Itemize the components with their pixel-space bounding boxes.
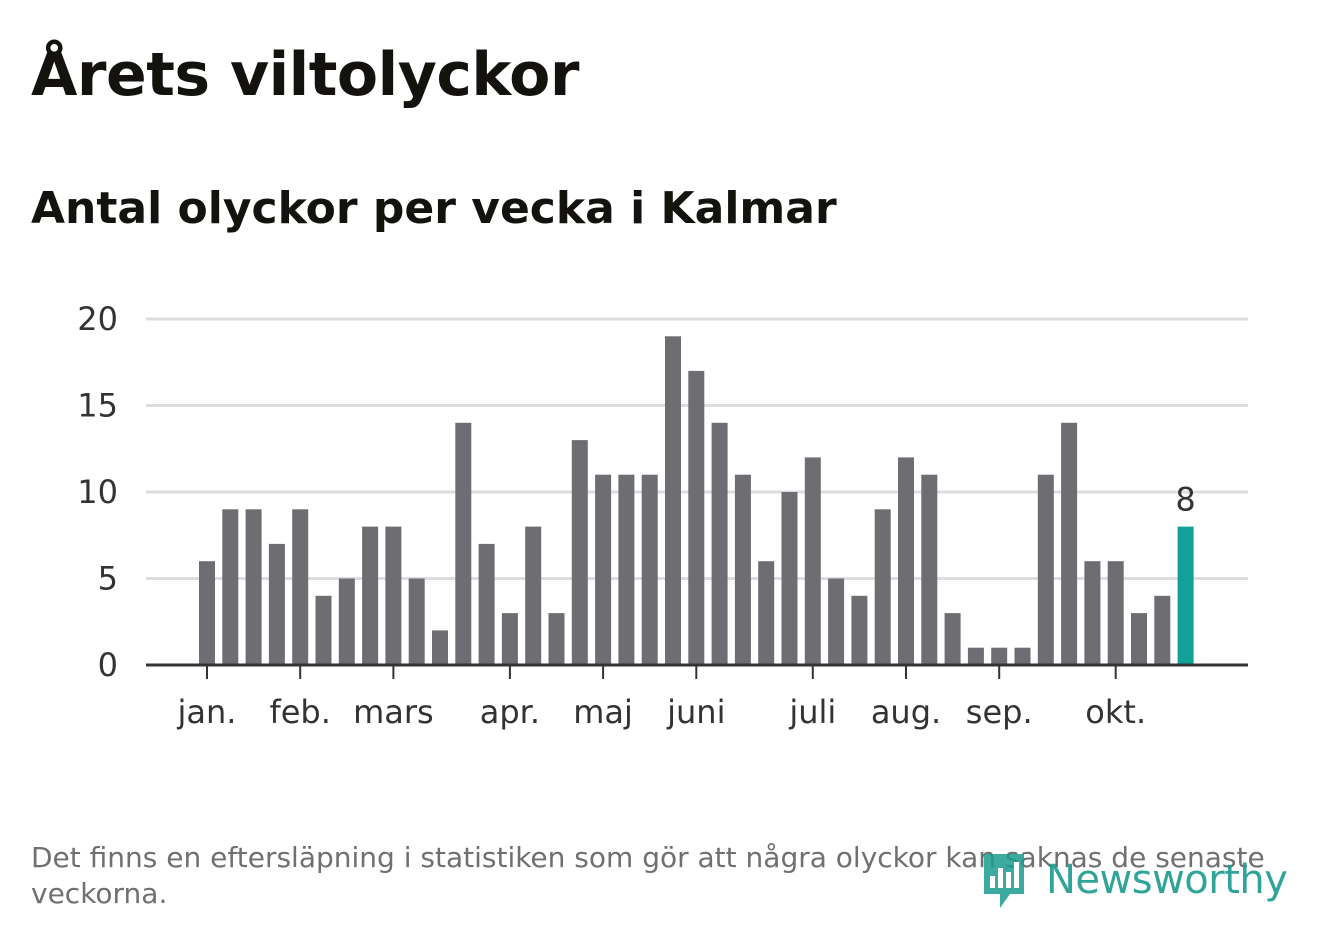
x-tick-label: aug. bbox=[871, 693, 941, 731]
bar bbox=[501, 613, 518, 665]
bar bbox=[1037, 474, 1054, 665]
y-tick-label: 5 bbox=[98, 560, 118, 598]
bar bbox=[362, 526, 379, 665]
bar bbox=[781, 492, 798, 665]
bar bbox=[1154, 595, 1171, 665]
bar bbox=[245, 509, 262, 665]
brand-name: Newsworthy bbox=[1046, 857, 1288, 903]
bar bbox=[1107, 561, 1124, 665]
bar bbox=[967, 647, 984, 665]
bar bbox=[734, 474, 751, 665]
bar bbox=[618, 474, 635, 665]
bar bbox=[408, 578, 425, 665]
bar bbox=[641, 474, 658, 665]
bar bbox=[1014, 647, 1031, 665]
y-axis-ticks: 0 5 10 15 20 bbox=[77, 300, 118, 684]
bar bbox=[898, 457, 914, 665]
bar bbox=[1084, 561, 1101, 665]
data-labels: 8 bbox=[1175, 481, 1195, 519]
newsworthy-logo-icon bbox=[984, 854, 1024, 908]
bars bbox=[199, 336, 1194, 665]
bar bbox=[758, 561, 775, 665]
chart-title: Årets viltolyckor bbox=[31, 40, 580, 110]
bar bbox=[268, 543, 285, 665]
bar bbox=[991, 647, 1008, 665]
x-tick-label: juli bbox=[788, 693, 836, 731]
bar bbox=[595, 474, 612, 665]
x-tick-label: juni bbox=[666, 693, 725, 731]
y-tick-label: 0 bbox=[98, 646, 118, 684]
bar bbox=[921, 474, 938, 665]
x-tick-label: maj bbox=[573, 693, 633, 731]
bar bbox=[315, 595, 332, 665]
x-axis: jan. feb. mars apr. maj juni juli aug. sep. okt. bbox=[146, 663, 1248, 731]
bar bbox=[385, 526, 402, 665]
bar bbox=[665, 336, 681, 665]
y-tick-label: 20 bbox=[77, 300, 118, 338]
bar bbox=[1061, 422, 1078, 665]
x-tick-label: feb. bbox=[269, 693, 330, 731]
x-tick-label: okt. bbox=[1085, 693, 1146, 731]
bar bbox=[944, 613, 961, 665]
bar bbox=[828, 578, 845, 665]
bar bbox=[851, 595, 868, 665]
bar bbox=[222, 509, 239, 665]
bar bbox=[455, 422, 472, 665]
x-tick-label: jan. bbox=[177, 693, 237, 731]
bar bbox=[432, 630, 448, 665]
bar bbox=[292, 509, 309, 665]
y-tick-label: 10 bbox=[77, 473, 118, 511]
bar bbox=[688, 370, 705, 665]
x-tick-label: apr. bbox=[480, 693, 540, 731]
x-tick-label: sep. bbox=[966, 693, 1033, 731]
bar bbox=[548, 613, 565, 665]
y-tick-label: 15 bbox=[77, 387, 118, 425]
bar bbox=[874, 509, 891, 665]
bar bbox=[711, 422, 728, 665]
bar bbox=[199, 561, 215, 665]
bar bbox=[1131, 613, 1147, 665]
bar bbox=[804, 457, 821, 665]
last-value-label: 8 bbox=[1175, 481, 1195, 519]
bar bbox=[478, 543, 495, 665]
newsworthy-logo[interactable]: Newsworthy bbox=[980, 848, 1288, 912]
footnote: Det finns en eftersläpning i statistiken… bbox=[31, 841, 1265, 910]
bar bbox=[525, 526, 542, 665]
x-tick-label: mars bbox=[353, 693, 434, 731]
chart-subtitle: Antal olyckor per vecka i Kalmar bbox=[31, 183, 837, 234]
bar bbox=[338, 578, 355, 665]
bar-highlighted bbox=[1177, 526, 1194, 665]
bar bbox=[571, 440, 588, 665]
